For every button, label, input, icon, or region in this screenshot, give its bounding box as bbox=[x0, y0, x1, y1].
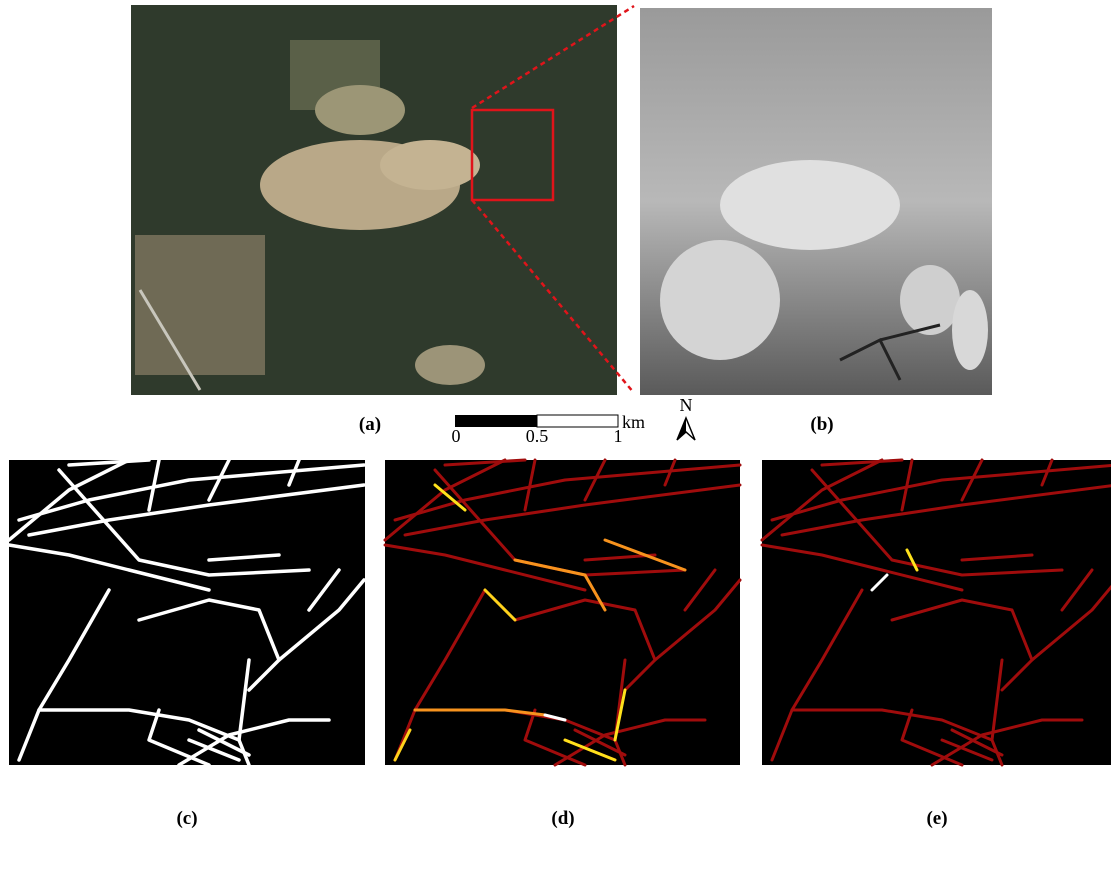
panel-label: (c) bbox=[176, 808, 197, 829]
error-map bbox=[385, 460, 740, 765]
corrected-map bbox=[762, 460, 1111, 765]
figure: (a) (b) 0 0.5 1 km N (c) (d) (e) bbox=[0, 0, 1111, 890]
satellite-image bbox=[131, 5, 634, 395]
north-arrow: N bbox=[677, 395, 695, 440]
scale-tick: 0.5 bbox=[526, 426, 549, 446]
panel-label: (d) bbox=[551, 808, 574, 829]
panel-label: (e) bbox=[926, 808, 947, 829]
panel-label: (b) bbox=[810, 414, 833, 435]
north-label: N bbox=[680, 395, 693, 415]
panel-label: (a) bbox=[359, 414, 381, 435]
scale-bar: 0 0.5 1 km bbox=[452, 412, 646, 446]
scale-unit: km bbox=[622, 412, 645, 432]
scale-tick: 0 bbox=[452, 426, 461, 446]
elevation-image bbox=[640, 8, 992, 395]
binary-map bbox=[9, 460, 365, 765]
